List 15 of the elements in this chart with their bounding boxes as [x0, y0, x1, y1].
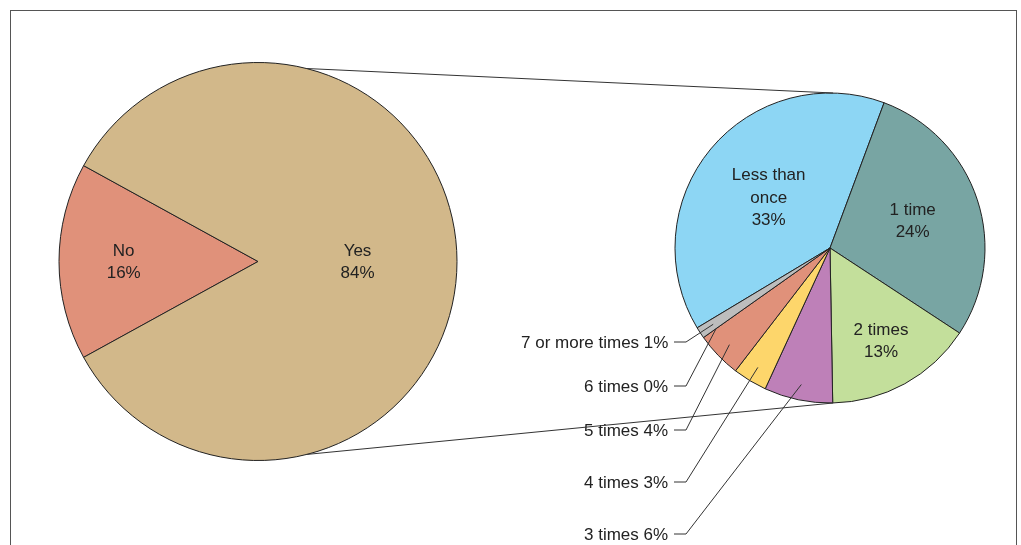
data-label: 13%: [863, 342, 898, 362]
slice-label: No: [112, 240, 135, 260]
data-label: 33%: [751, 209, 786, 229]
slice-label: 4 times 3%: [584, 473, 669, 492]
slice-label: 7 or more times 1%: [521, 333, 669, 352]
data-label: 16%: [106, 263, 141, 283]
slice-label: 5 times 4%: [584, 421, 669, 440]
category-label: 6 times 0%: [584, 377, 669, 396]
data-label: 24%: [895, 222, 930, 242]
slice-label: 2 times: [853, 319, 909, 339]
slice-label: 1 time: [889, 200, 936, 220]
slice-label: Less than once: [731, 165, 806, 207]
slice-label: Yes: [343, 240, 372, 260]
slice-label: 3 times 6%: [584, 525, 669, 544]
data-label: 84%: [340, 263, 375, 283]
